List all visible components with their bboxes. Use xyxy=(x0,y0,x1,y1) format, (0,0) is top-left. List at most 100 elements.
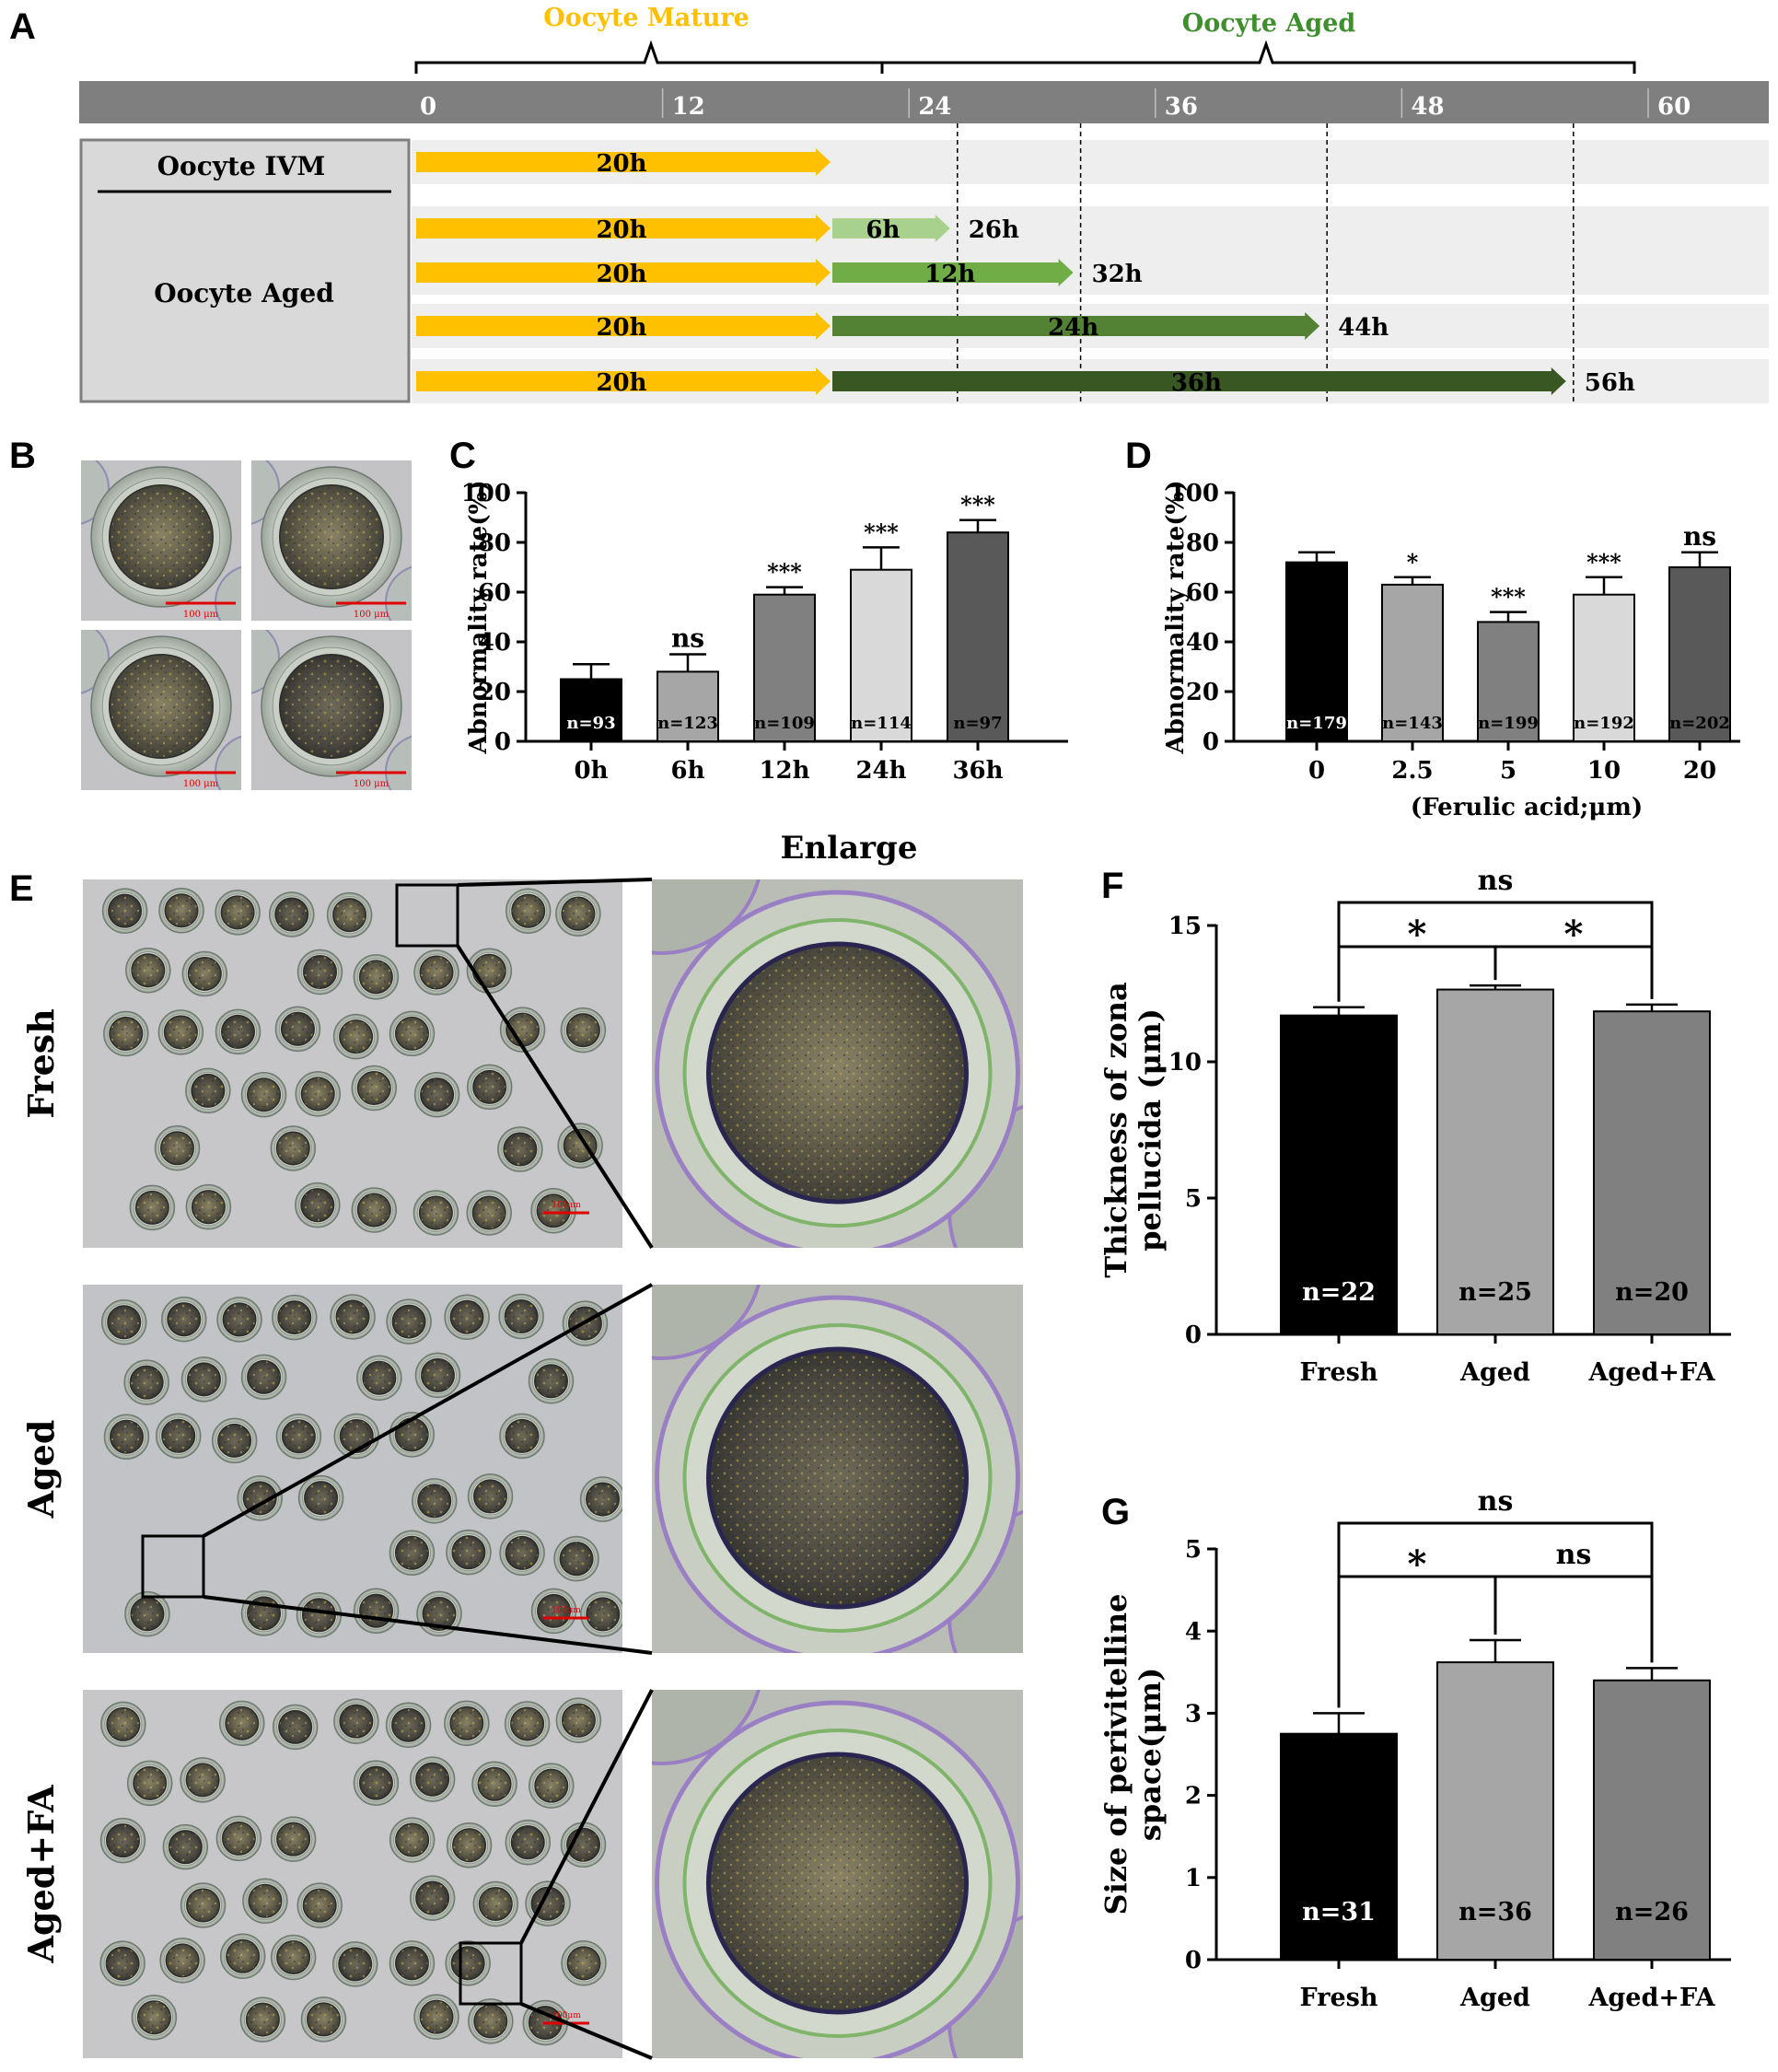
oocyte-granules xyxy=(531,1887,564,1920)
zoom-connector xyxy=(519,1689,654,1944)
oocyte-granules xyxy=(192,1191,225,1223)
bar xyxy=(1593,1679,1711,1961)
y-tick-label: 4 xyxy=(1185,1618,1202,1646)
y-tick-label: 0 xyxy=(1185,1321,1202,1349)
arrow-mature xyxy=(416,367,831,395)
oocyte-granules xyxy=(192,1075,225,1107)
micrograph-tile: 100 μm xyxy=(81,460,241,621)
oocyte-granules xyxy=(243,1482,276,1515)
oocyte-granules xyxy=(110,1420,143,1453)
bar-n-label: n=143 xyxy=(1382,714,1443,733)
micrograph-enlarged xyxy=(652,879,1023,1248)
label-box xyxy=(79,138,411,403)
oocyte-granules xyxy=(567,1947,600,1980)
y-tick-label: 80 xyxy=(1186,530,1219,557)
oocyte-granules xyxy=(480,1888,512,1920)
x-tick-label: 12h xyxy=(759,757,809,785)
comparison-bracket-top xyxy=(1337,1521,1654,1577)
oocyte-granules xyxy=(333,899,366,931)
y-tick-label: 60 xyxy=(478,579,511,607)
arrow-mature xyxy=(416,259,831,286)
oocyte-granules xyxy=(277,1822,309,1856)
oocyte-granules xyxy=(106,1947,139,1980)
oocyte-granules xyxy=(392,1305,425,1338)
arrow-aged xyxy=(832,312,1320,340)
oocyte-granules xyxy=(537,1194,570,1228)
oocyte-granules xyxy=(189,958,221,990)
comparison-bracket-top xyxy=(1337,901,1654,947)
x-tick-label: 10 xyxy=(1587,757,1621,785)
oocyte-granules xyxy=(110,486,212,588)
oocyte-granules xyxy=(420,2000,453,2033)
oocyte-granules xyxy=(165,1016,197,1049)
arrow-aged xyxy=(832,367,1566,395)
oocyte-granules xyxy=(301,1077,334,1111)
timeline-tick-label: 24 xyxy=(918,93,951,121)
oocyte-granules xyxy=(358,1193,390,1227)
oocyte-granules xyxy=(138,2001,170,2033)
y-tick-label: 2 xyxy=(1185,1783,1202,1810)
x-tick-label: Fresh xyxy=(1300,1358,1378,1387)
arrow-aged xyxy=(832,215,950,242)
oocyte-granules xyxy=(478,1768,511,1800)
x-tick-label: Aged+FA xyxy=(1587,1358,1715,1387)
oocyte-granules xyxy=(221,896,254,929)
y-tick-label: 0 xyxy=(494,728,511,756)
oocyte-granules xyxy=(168,1303,201,1335)
significance-label: *** xyxy=(960,492,995,518)
micrograph-enlarged xyxy=(652,1285,1023,1653)
y-tick-label: 10 xyxy=(1168,1049,1202,1077)
panel-label-f: F xyxy=(1101,866,1123,906)
arrow-end-label: 26h xyxy=(969,216,1019,244)
arrow-mature xyxy=(416,312,831,340)
significance-label: ns xyxy=(1683,521,1716,552)
y-tick-label: 5 xyxy=(1185,1185,1202,1213)
panel-label-c: C xyxy=(449,436,476,476)
label-oocyte-ivm: Oocyte IVM xyxy=(157,151,326,181)
oocyte-granules xyxy=(186,1764,219,1797)
arrow-mature xyxy=(416,148,831,176)
y-tick-label: 1 xyxy=(1185,1865,1202,1892)
micrograph-tile: 100 μm xyxy=(251,460,412,621)
oocyte-granules xyxy=(248,1361,280,1393)
scale-bar-label: 100 μm xyxy=(183,610,219,620)
zoom-box xyxy=(459,1941,523,2006)
oocyte-granules xyxy=(423,1598,456,1630)
comparison-right-label: ns xyxy=(1556,1539,1592,1571)
x-tick-label: 0 xyxy=(1308,757,1325,785)
oocyte-granules xyxy=(161,1132,193,1165)
bar-n-label: n=93 xyxy=(566,714,615,733)
zoom-box xyxy=(141,1534,205,1599)
x-tick-label: 6h xyxy=(671,757,705,785)
bar-n-label: n=25 xyxy=(1458,1278,1532,1307)
brace-aged xyxy=(880,40,1636,74)
arrow-aged-label: 24h xyxy=(1048,314,1098,342)
micrograph-overview: 100μm xyxy=(83,1285,622,1653)
oocyte-granules xyxy=(223,1822,255,1855)
oocyte-granules xyxy=(506,1537,539,1569)
oocyte-granules xyxy=(360,1594,392,1627)
oocyte-granules xyxy=(421,1078,453,1111)
timeline-tick-label: 0 xyxy=(420,93,436,121)
y-tick-label: 20 xyxy=(1186,679,1219,706)
oocyte-granules xyxy=(340,1705,373,1738)
bar-n-label: n=36 xyxy=(1458,1898,1532,1926)
panel-label-e: E xyxy=(9,868,34,909)
oocyte-granules xyxy=(169,1831,202,1863)
oocyte-granules xyxy=(420,1196,452,1229)
oocyte-granules xyxy=(506,1420,539,1452)
oocyte-granules xyxy=(336,1300,369,1333)
oocyte-granules xyxy=(418,1484,451,1518)
oocyte-granules xyxy=(363,1362,396,1394)
y-tick-label: 0 xyxy=(1203,728,1219,756)
oocyte-granules xyxy=(222,1016,254,1048)
panel-label-d: D xyxy=(1125,436,1152,476)
oocyte-granules xyxy=(563,1704,595,1737)
oocyte-granules xyxy=(535,1769,568,1802)
oocyte-granules xyxy=(567,1014,599,1046)
y-tick-label: 20 xyxy=(478,679,511,706)
arrow-aged-label: 36h xyxy=(1171,369,1222,397)
oocyte-granules xyxy=(131,1598,164,1630)
